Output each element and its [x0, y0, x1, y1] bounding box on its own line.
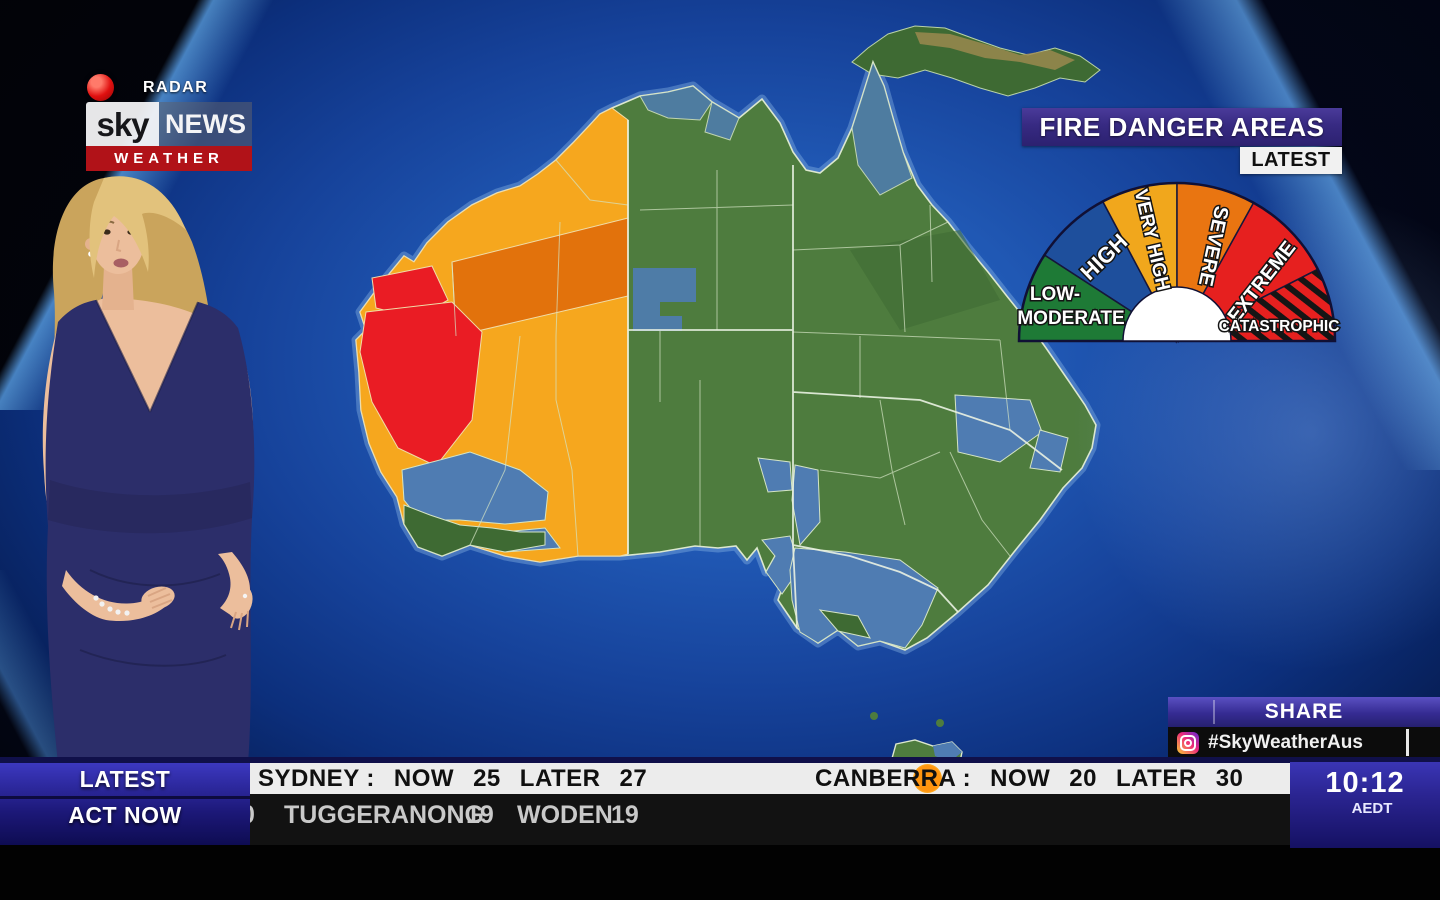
presenter-ring: [242, 593, 248, 599]
record-dot-icon: [87, 74, 114, 101]
now-temp: 25: [473, 764, 501, 792]
ticker-partial-text: 0: [250, 801, 255, 830]
fire-danger-banner: FIRE DANGER AREAS: [1022, 108, 1342, 146]
later-temp: 30: [1215, 764, 1244, 792]
sky-logo: sky: [86, 102, 159, 146]
bottom-letterbox: [0, 845, 1440, 900]
map-district-arnhem-blue: [704, 101, 740, 141]
presenter-bracelet: [93, 595, 130, 616]
weather-logo-text: WEATHER: [114, 150, 224, 167]
gauge-label-catastrophic: CATASTROPHIC: [1219, 318, 1340, 335]
map-district-cape-york-blue: [851, 60, 913, 196]
gauge-hub: [1122, 286, 1232, 342]
later-label: LATER: [519, 764, 601, 792]
ticker-label-act-now: ACT NOW: [68, 802, 182, 828]
ticker-label-latest: LATEST: [79, 766, 171, 792]
latest-tag: LATEST: [1240, 147, 1342, 174]
state-borders: [627, 120, 1063, 629]
ticker-row-cities: SYDNEY : NOW 25 LATER 27 CANBERRA : NOW …: [250, 763, 1290, 794]
instagram-icon: [1177, 731, 1199, 754]
radar-label: RADAR: [143, 79, 209, 96]
clock-timezone: AEDT: [1351, 800, 1393, 817]
map-district-sw-wa-green-coast: [403, 504, 546, 557]
city-name: CANBERRA :: [815, 764, 972, 792]
news-logo-text: NEWS: [165, 108, 246, 139]
gauge-outline: [1017, 181, 1337, 343]
ticker-city-sydney: SYDNEY : NOW 25 LATER 27: [258, 763, 647, 794]
suburb-name: TUGGERANONG: [284, 801, 484, 829]
suburb-temp: 19: [466, 801, 494, 829]
gauge-label-low: LOW-: [1030, 284, 1080, 305]
later-temp: 27: [619, 764, 648, 792]
fire-danger-title: FIRE DANGER AREAS: [1039, 111, 1325, 142]
now-label: NOW: [393, 764, 455, 792]
map-district-central-blue: [633, 268, 696, 331]
fire-danger-gauge: LOW- MODERATE HIGH VERY HIGH SEVERE EXTR…: [1016, 181, 1341, 344]
news-logo: NEWS: [159, 102, 252, 146]
presenter-left-fingers: [230, 610, 249, 631]
map-district-qld-dark-green: [850, 230, 1000, 330]
map-district-sa-blue1: [757, 457, 793, 493]
island-flinders: [936, 719, 944, 727]
island-king: [870, 712, 878, 720]
gauge-label-moderate: MODERATE: [1017, 308, 1124, 329]
share-divider: [1213, 700, 1215, 724]
sky-logo-text: sky: [96, 105, 149, 143]
presenter-nose: [115, 239, 122, 252]
presenter-right-forearm: [62, 570, 170, 622]
share-hashtag: #SkyWeatherAus: [1208, 731, 1363, 753]
presenter-front-hair: [89, 176, 186, 278]
hashtag-divider: [1406, 729, 1409, 756]
latest-tag-text: LATEST: [1251, 149, 1331, 171]
presenter-lips: [113, 258, 129, 268]
suburb-temp: 19: [611, 801, 639, 829]
map-district-top-end-blue: [639, 85, 713, 121]
presenter-left-hand: [227, 585, 253, 619]
presenter-right-fingers: [147, 587, 173, 609]
presenter-dress-folds: [79, 299, 227, 667]
presenter-dress-shade: [48, 480, 252, 534]
ticker-top-border: [0, 757, 1440, 763]
ticker-label-column: LATEST ACT NOW: [0, 763, 250, 845]
ticker-city-canberra: CANBERRA : NOW 20 LATER 30: [815, 763, 1243, 794]
district-borders: [451, 159, 1011, 557]
suburb-name: WODEN: [517, 801, 613, 829]
city-name: SYDNEY :: [258, 764, 375, 792]
share-title: SHARE: [1264, 700, 1344, 723]
share-hashtag-bar: #SkyWeatherAus: [1168, 727, 1440, 758]
ticker-row-suburbs: 0 TUGGERANONG 19 WODEN 19: [250, 794, 1290, 845]
ticker-label-divider: [0, 796, 250, 799]
later-label: LATER: [1115, 764, 1197, 792]
sunny-icon: [913, 764, 942, 793]
clock-box: 10:12 AEDT: [1290, 762, 1440, 848]
now-label: NOW: [990, 764, 1051, 792]
weather-presenter: [42, 176, 255, 764]
now-temp: 20: [1069, 764, 1097, 792]
presenter-neck: [102, 266, 134, 310]
share-banner: SHARE: [1168, 697, 1440, 727]
clock-time: 10:12: [1325, 767, 1405, 799]
weather-logo-bar: WEATHER: [86, 146, 252, 171]
map-district-vic-green-coast: [818, 609, 871, 639]
